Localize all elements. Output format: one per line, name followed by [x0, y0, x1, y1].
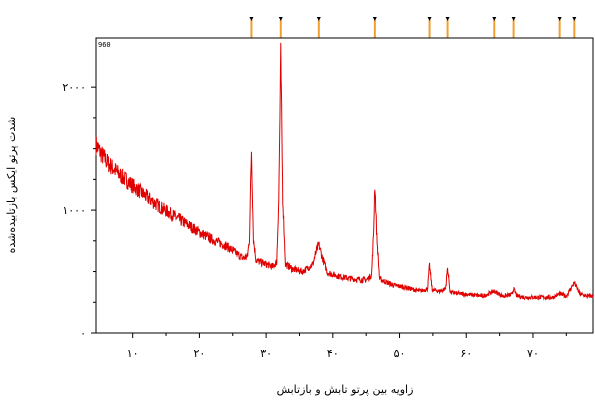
reference-peak-arrow-7 — [511, 17, 516, 21]
y-tick-label-0: ۰ — [80, 327, 86, 340]
x-tick-label-20: ۲۰ — [193, 347, 205, 360]
reference-peak-arrow-2 — [316, 17, 321, 21]
reference-peak-arrow-6 — [492, 17, 497, 21]
x-tick-label-60: ۶۰ — [460, 347, 472, 360]
reference-peak-arrow-0 — [249, 17, 254, 21]
sample-tag: 960 — [98, 41, 111, 49]
reference-peak-arrow-9 — [572, 17, 577, 21]
reference-peak-arrow-4 — [427, 17, 432, 21]
reference-peak-markers — [96, 17, 593, 39]
x-tick-label-10: ۱۰ — [127, 347, 139, 360]
xrd-spectrum — [95, 42, 594, 301]
x-axis: ۱۰ ۲۰ ۳۰ ۴۰ ۵۰ ۶۰ ۷۰ — [127, 333, 567, 360]
y-axis-title: شدت پرتو ایکس بازتابیده‌شده — [5, 117, 18, 254]
plot-area — [95, 37, 594, 334]
x-tick-label-40: ۴۰ — [327, 347, 339, 360]
x-tick-label-50: ۵۰ — [394, 347, 406, 360]
xrd-intensity-line — [95, 42, 594, 301]
reference-peak-arrow-5 — [445, 17, 450, 21]
y-tick-label-1000: ۱۰۰۰ — [62, 204, 86, 217]
y-axis: ۰ ۱۰۰۰ ۲۰۰۰ — [62, 81, 96, 340]
x-tick-label-70: ۷۰ — [527, 347, 539, 360]
reference-peak-arrow-1 — [278, 17, 283, 21]
x-tick-label-30: ۳۰ — [260, 347, 272, 360]
reference-peak-arrow-3 — [372, 17, 377, 21]
y-tick-label-2000: ۲۰۰۰ — [62, 81, 86, 94]
x-axis-title: زاویه بین پرتو تابش و بازتابش — [277, 383, 414, 396]
reference-peak-arrow-8 — [557, 17, 562, 21]
